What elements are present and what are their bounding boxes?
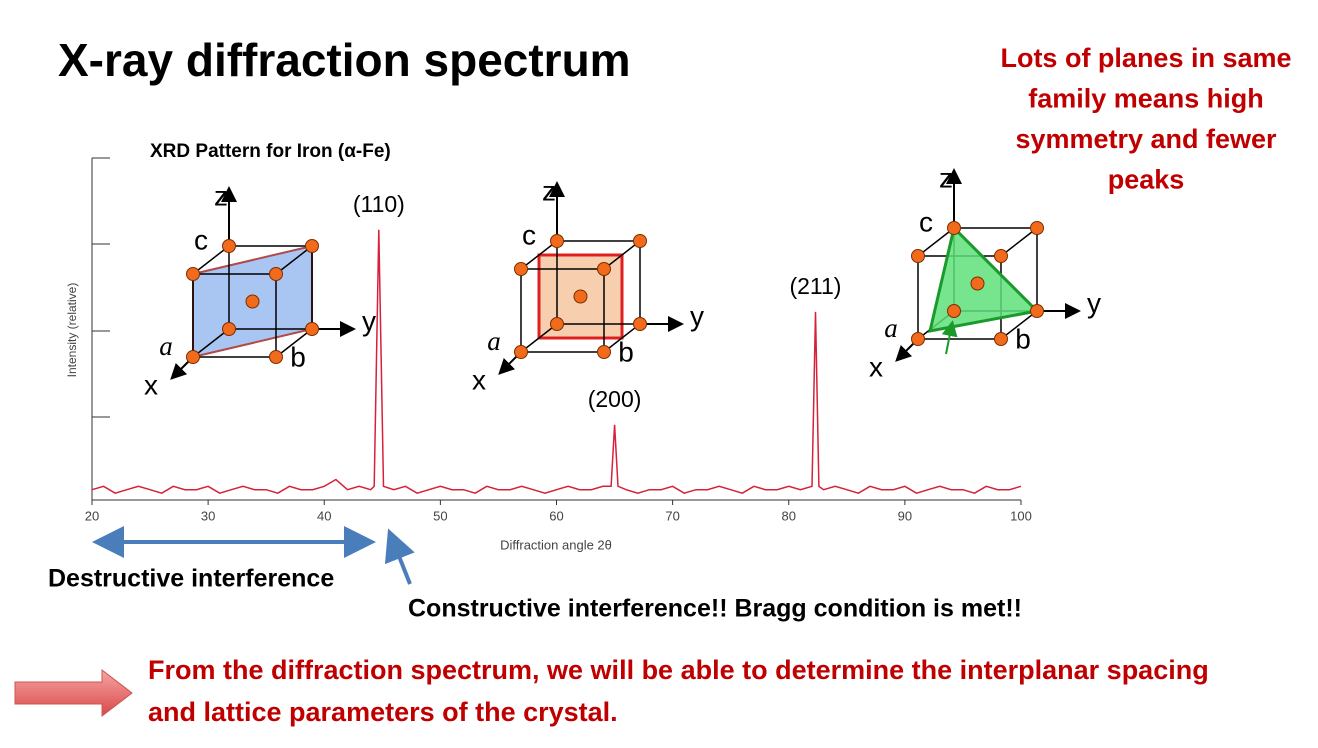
- x-tick-label: 30: [201, 508, 215, 523]
- atom: [970, 276, 985, 291]
- axis-label: c: [919, 206, 933, 237]
- peak-label: (200): [588, 386, 642, 412]
- x-tick-label: 20: [85, 508, 99, 523]
- cube-edge: [917, 227, 955, 257]
- slide-title: X-ray diffraction spectrum: [58, 34, 631, 86]
- atom: [550, 234, 564, 248]
- atom: [633, 234, 647, 248]
- axis-label: a: [487, 326, 501, 356]
- x-tick-label: 70: [665, 508, 679, 523]
- atom: [911, 332, 925, 346]
- atom: [222, 239, 236, 253]
- cube-edge: [520, 240, 558, 270]
- axis-label: z: [939, 162, 953, 193]
- y-axis-ticks: [92, 157, 110, 418]
- atom: [222, 322, 236, 336]
- atom: [514, 345, 528, 359]
- atom: [550, 317, 564, 331]
- conclusion-line: From the diffraction spectrum, we will b…: [148, 655, 1209, 685]
- atom: [1030, 221, 1044, 235]
- note-line: symmetry and fewer: [1015, 124, 1277, 154]
- atom: [514, 262, 528, 276]
- axis-label: b: [1015, 323, 1031, 354]
- axis-label: y: [1087, 287, 1101, 318]
- cube-edge: [192, 245, 230, 275]
- axis-label: y: [690, 300, 704, 331]
- atom: [597, 262, 611, 276]
- x-tick-label: 40: [317, 508, 331, 523]
- atom: [947, 304, 961, 318]
- note: Lots of planes in same family means high s…: [1000, 43, 1291, 195]
- atom: [269, 350, 283, 364]
- axis-label: a: [159, 331, 173, 361]
- x-tick-label: 80: [782, 508, 796, 523]
- atom: [186, 350, 200, 364]
- chart-title: XRD Pattern for Iron (α-Fe): [150, 141, 391, 162]
- atom: [269, 267, 283, 281]
- cube-edge: [520, 323, 558, 353]
- axis-label: b: [618, 336, 634, 367]
- conclusion-line: and lattice parameters of the crystal.: [148, 697, 618, 727]
- axis-label: a: [884, 313, 898, 343]
- cube-edge: [192, 328, 230, 358]
- atom: [994, 332, 1008, 346]
- crystal-diagram: zc a b y x: [144, 180, 376, 400]
- cube-edge: [275, 328, 313, 358]
- x-axis-label: Diffraction angle 2θ: [500, 537, 612, 552]
- series-line: [91, 229, 1022, 495]
- axis-label: x: [144, 369, 158, 400]
- x-tick-label: 90: [898, 508, 912, 523]
- peak-label: (211): [789, 273, 841, 299]
- atom: [633, 317, 647, 331]
- atom: [947, 221, 961, 235]
- axis-label: y: [362, 305, 376, 336]
- peak-label: (110): [353, 191, 405, 217]
- axis-label: b: [290, 341, 306, 372]
- axis-label: z: [214, 180, 228, 211]
- note-line: peaks: [1108, 165, 1185, 195]
- destructive-label: Destructive interference: [48, 565, 334, 593]
- cube-edge: [603, 240, 641, 270]
- note-line: Lots of planes in same: [1000, 43, 1291, 73]
- axis-label: x: [869, 351, 883, 382]
- atom: [305, 322, 319, 336]
- atom: [245, 294, 260, 309]
- atom: [994, 249, 1008, 263]
- constructive-label: Constructive interference!! Bragg condit…: [408, 595, 1022, 623]
- axis-label: z: [542, 175, 556, 206]
- x-tick-label: 100: [1010, 508, 1032, 523]
- cube-edge: [603, 323, 641, 353]
- cube-edge: [275, 245, 313, 275]
- plane: [928, 225, 1041, 333]
- axis-label: c: [194, 224, 208, 255]
- x-tick-label: 50: [433, 508, 447, 523]
- note-line: family means high: [1028, 84, 1264, 114]
- x-tick-label: 60: [549, 508, 563, 523]
- crystal-diagram: zc a b y x: [472, 175, 704, 395]
- atom: [1030, 304, 1044, 318]
- atom: [597, 345, 611, 359]
- axis-label: x: [472, 364, 486, 395]
- cube-edge: [1000, 227, 1038, 257]
- atom: [186, 267, 200, 281]
- atom: [305, 239, 319, 253]
- axis-label: c: [522, 219, 536, 250]
- constructive-arrow: [384, 528, 415, 585]
- y-axis-label: Intensity (relative): [65, 283, 79, 378]
- pointer: [941, 320, 958, 355]
- crystal-diagram: zc a b y x: [869, 162, 1101, 382]
- atom: [911, 249, 925, 263]
- atom: [573, 289, 588, 304]
- cube-edge: [1000, 310, 1038, 340]
- conclusion-arrow: [14, 668, 133, 718]
